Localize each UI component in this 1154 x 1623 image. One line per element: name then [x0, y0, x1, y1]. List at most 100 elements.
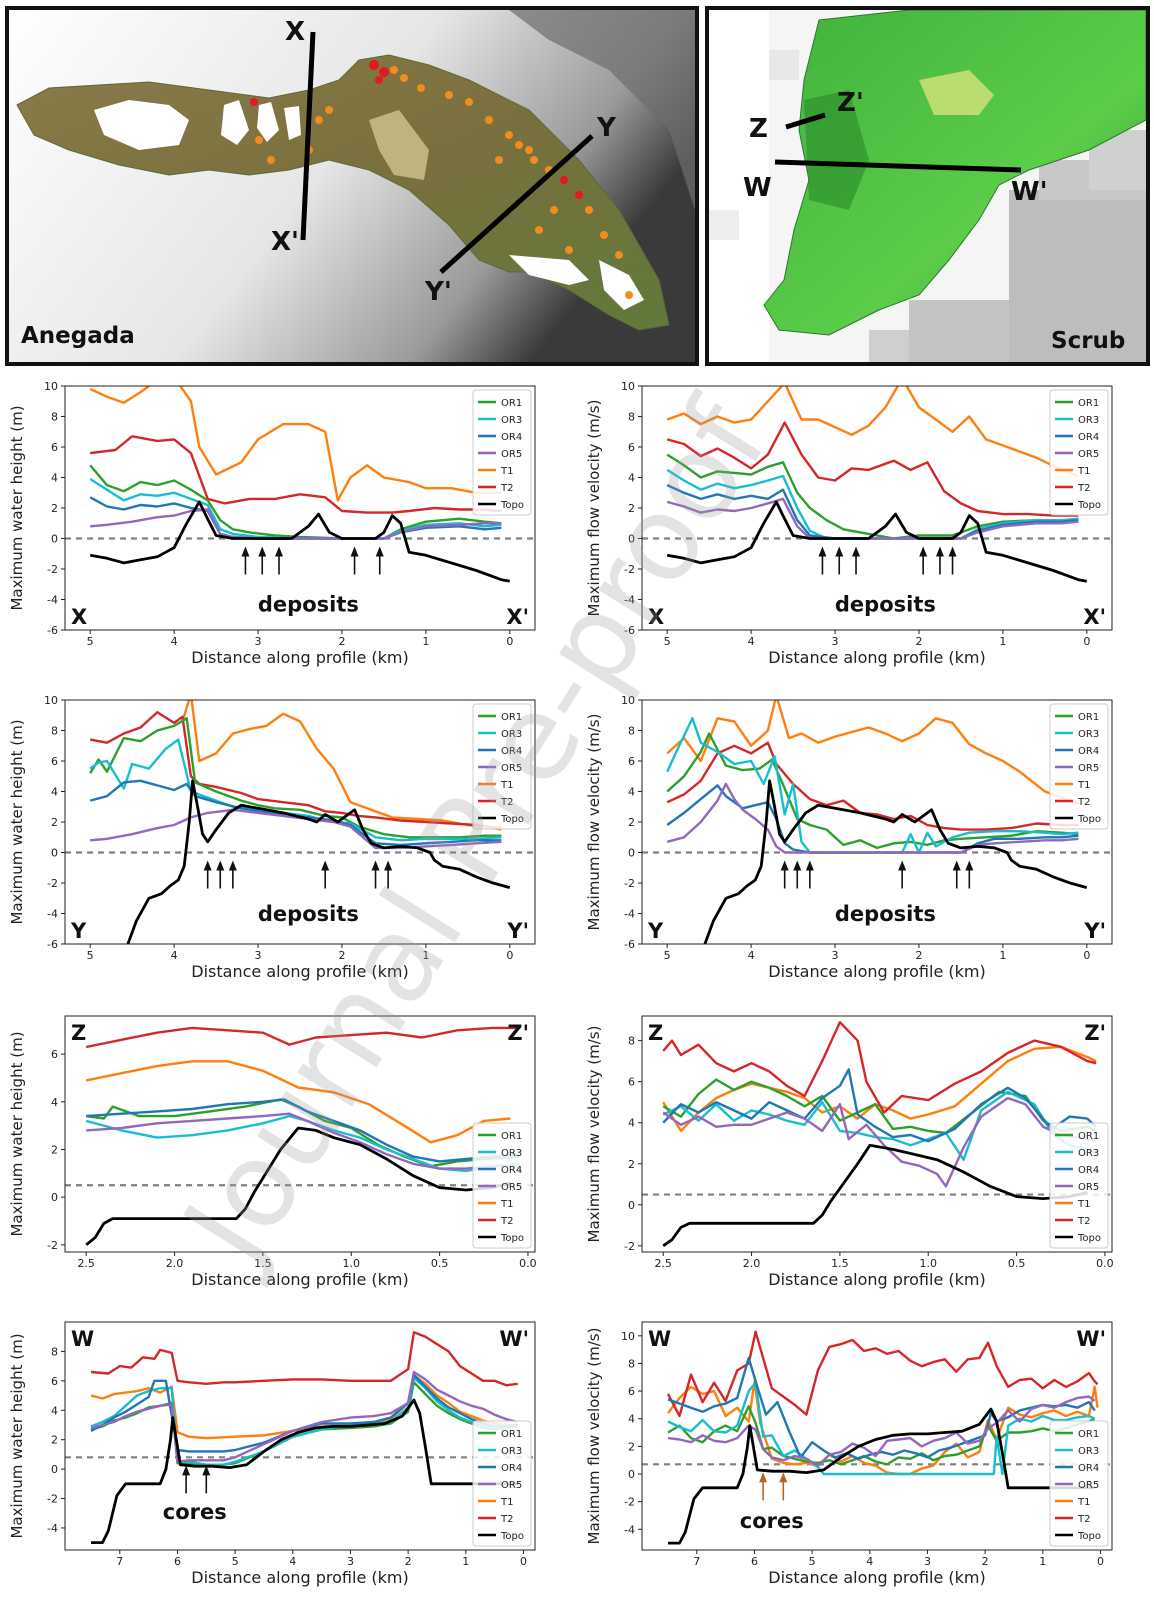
series-line-t1: [662, 1045, 1097, 1133]
y-tick-label: 0: [51, 1191, 58, 1204]
y-tick-label: 8: [51, 725, 58, 738]
legend-label-or3: OR3: [1078, 1148, 1099, 1159]
annotation-cores: cores: [163, 1500, 227, 1524]
x-tick-label: 7: [693, 1555, 700, 1568]
y-tick-label: -4: [47, 594, 58, 607]
legend-label-t2: T2: [500, 797, 513, 808]
x-tick-label: 1: [462, 1555, 469, 1568]
x-tick-label: 2.0: [743, 1257, 761, 1270]
series-line-or3: [89, 477, 502, 540]
legend-label-or5: OR5: [501, 763, 522, 774]
arrow-marker: [202, 1465, 211, 1494]
profile-start-label: X: [71, 605, 87, 629]
x-tick-label: 1.5: [254, 1257, 272, 1270]
y-tick-label: 0: [628, 1468, 635, 1481]
annotation-deposits: deposits: [258, 902, 359, 926]
series-line-or5: [662, 1096, 1097, 1188]
y-tick-label: -6: [624, 938, 635, 951]
legend-label-t2: T2: [1077, 1216, 1090, 1227]
legend: OR1 OR3 OR4 OR5 T1 T2 Topo: [472, 1122, 532, 1249]
x-tick-label: 2.5: [77, 1257, 95, 1270]
series-group: [666, 1330, 1099, 1545]
annotation-cores: cores: [740, 1509, 804, 1533]
legend-label-or3: OR3: [501, 729, 522, 740]
plot-frame: [641, 1321, 1113, 1551]
label-x: X: [285, 17, 305, 47]
x-tick-label: 4: [866, 1555, 873, 1568]
chart-ww-height: 7 6 5 4 3 2 1 0 -4 -2 0 2 4 6 8 Distance along profile …: [8, 1321, 536, 1587]
y-tick-label: 4: [51, 786, 58, 799]
y-tick-label: 2: [628, 1158, 635, 1171]
series-line-or1: [89, 464, 502, 540]
y-tick-label: 2: [51, 816, 58, 829]
series-line-or4: [89, 779, 502, 847]
x-axis-label: Distance along profile (km): [768, 1270, 985, 1289]
x-tick-label: 4: [748, 635, 755, 648]
x-tick-label: 0: [506, 949, 513, 962]
arrow-marker: [852, 546, 861, 575]
legend-label-or3: OR3: [1078, 415, 1099, 426]
y-tick-label: 4: [51, 472, 58, 485]
series-line-t2: [90, 1331, 518, 1387]
x-tick-label: 2: [915, 949, 922, 962]
profile-line-z: [785, 112, 826, 130]
legend-label-or5: OR5: [501, 449, 522, 460]
x-tick-label: 2: [405, 1555, 412, 1568]
x-tick-label: 1.0: [919, 1257, 937, 1270]
arrow-marker: [258, 546, 267, 575]
series-line-t2: [666, 421, 1079, 517]
x-tick-label: 5: [87, 949, 94, 962]
y-axis-label: Maximum water height (m): [8, 405, 26, 610]
series-line-or5: [666, 497, 1079, 540]
series-line-or4: [86, 1098, 520, 1163]
y-tick-label: 10: [621, 696, 635, 707]
bathymetry-grid: [709, 10, 1146, 362]
series-line-or3: [667, 1381, 1096, 1476]
y-tick-label: -4: [47, 1522, 58, 1535]
y-tick-label: 6: [628, 1076, 635, 1089]
x-tick-label: 3: [924, 1555, 931, 1568]
x-tick-label: 4: [289, 1555, 296, 1568]
profile-line-w: [774, 159, 1022, 173]
series-line-or4: [667, 1356, 1096, 1460]
x-tick-label: 3: [832, 949, 839, 962]
legend-label-or3: OR3: [501, 1446, 522, 1457]
series-line-or4: [662, 1068, 1097, 1143]
series-line-topo: [662, 1143, 1088, 1247]
y-tick-label: 0: [628, 533, 635, 546]
annotation-deposits: deposits: [258, 593, 359, 617]
y-tick-label: 10: [44, 382, 58, 393]
label-w: W: [743, 173, 772, 203]
legend-label-t1: T1: [1077, 1199, 1090, 1210]
label-z-prime: Z': [837, 88, 864, 118]
y-tick-label: 4: [628, 1117, 635, 1130]
series-line-or5: [90, 508, 502, 540]
series-line-or5: [666, 782, 1079, 854]
legend-label-or1: OR1: [1078, 1429, 1099, 1440]
profile-start-label: W: [71, 1327, 94, 1351]
series-group: [89, 700, 511, 944]
profile-end-label: Z': [507, 1021, 529, 1045]
legend-label-or1: OR1: [501, 1429, 522, 1440]
y-tick-label: 8: [628, 411, 635, 424]
y-tick-label: 8: [628, 1357, 635, 1370]
y-axis-label: Maximum water height (m): [8, 719, 26, 924]
arrow-marker: [948, 546, 957, 575]
label-y-prime: Y': [424, 277, 452, 307]
legend: OR1 OR3 OR4 OR5 T1 T2 Topo: [472, 1420, 532, 1547]
y-tick-label: 6: [51, 441, 58, 454]
x-tick-label: 5: [232, 1555, 239, 1568]
y-tick-label: 2: [628, 816, 635, 829]
annotation-deposits: deposits: [835, 593, 936, 617]
series-line-t2: [90, 435, 502, 514]
arrow-marker: [182, 1465, 191, 1494]
legend-label-t1: T1: [500, 466, 513, 477]
legend-label-t1: T1: [1077, 466, 1090, 477]
series-group: [85, 1026, 520, 1246]
legend-label-t1: T1: [1077, 1497, 1090, 1508]
y-tick-label: 4: [628, 472, 635, 485]
arrow-marker: [228, 860, 237, 889]
legend-label-or3: OR3: [501, 415, 522, 426]
arrow-marker: [350, 546, 359, 575]
